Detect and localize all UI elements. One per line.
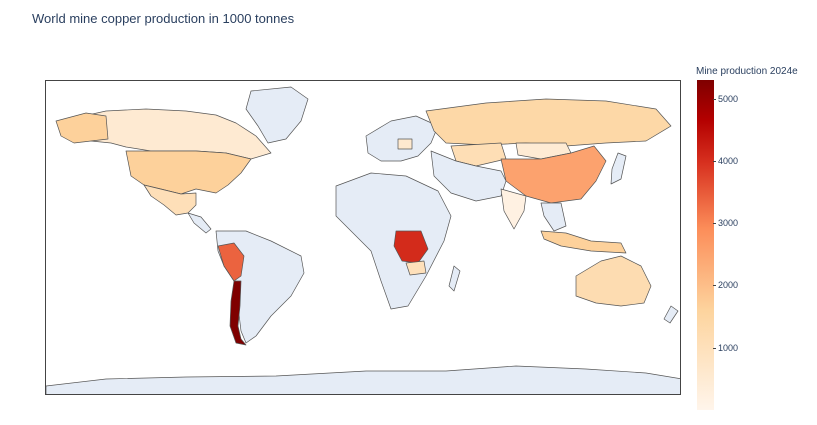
world-map[interactable] [46,81,681,395]
country-zambia[interactable] [405,260,427,276]
colorbar-tick-label: 1000 [712,342,739,353]
colorbar-gradient [697,80,714,410]
country-new-zealand[interactable] [663,305,679,324]
country-indonesia[interactable] [540,230,627,254]
country-southeast-asia[interactable] [540,202,567,232]
country-antarctica[interactable] [46,365,681,395]
country-madagascar[interactable] [448,265,461,292]
country-greenland[interactable] [245,86,309,144]
chart-title: World mine copper production in 1000 ton… [32,11,295,26]
country-alaska[interactable] [55,112,109,144]
map-plot-area[interactable] [45,80,681,395]
country-middle-east[interactable] [430,150,507,202]
colorbar-title: Mine production 2024e [696,66,798,77]
country-chile[interactable] [229,280,247,346]
colorbar-tick-label: 2000 [712,280,739,291]
country-kazakhstan[interactable] [450,142,507,167]
country-europe[interactable] [365,115,439,162]
country-china[interactable] [500,145,607,204]
colorbar-tick-label: 5000 [712,93,739,104]
country-central-america[interactable] [187,212,212,234]
country-united-states[interactable] [125,150,252,195]
colorbar-tick-label: 3000 [712,218,739,229]
country-peru[interactable] [217,242,245,282]
country-australia[interactable] [575,255,652,307]
country-africa[interactable] [335,172,452,310]
country-japan[interactable] [610,152,627,185]
country-poland[interactable] [397,138,413,150]
colorbar-tick-label: 4000 [712,155,739,166]
country-india[interactable] [500,188,527,230]
country-russia[interactable] [425,98,672,147]
